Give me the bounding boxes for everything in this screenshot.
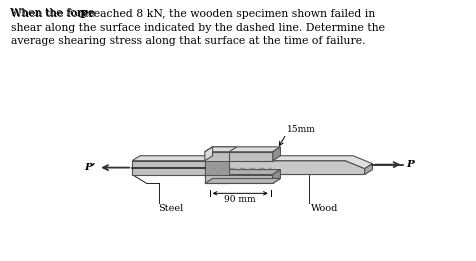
Polygon shape <box>132 161 204 175</box>
Polygon shape <box>272 147 280 161</box>
Polygon shape <box>204 147 212 161</box>
Text: reached 8 kN, the wooden specimen shown failed in: reached 8 kN, the wooden specimen shown … <box>85 9 375 19</box>
Polygon shape <box>204 152 228 183</box>
Text: P: P <box>406 160 413 169</box>
Polygon shape <box>204 175 272 183</box>
Polygon shape <box>204 152 272 161</box>
Text: 15mm: 15mm <box>287 125 316 134</box>
Polygon shape <box>204 161 228 175</box>
Text: P: P <box>79 9 88 20</box>
Text: Steel: Steel <box>158 204 183 213</box>
Polygon shape <box>204 147 236 152</box>
Polygon shape <box>272 170 280 183</box>
Polygon shape <box>204 179 280 183</box>
Text: When the force: When the force <box>11 9 99 19</box>
Polygon shape <box>132 156 212 161</box>
Text: 90 mm: 90 mm <box>224 195 256 204</box>
Polygon shape <box>209 156 372 169</box>
Text: Wood: Wood <box>311 204 338 213</box>
Text: P’: P’ <box>84 163 95 172</box>
Polygon shape <box>204 170 280 175</box>
Text: shear along the surface indicated by the dashed line. Determine the: shear along the surface indicated by the… <box>11 23 384 33</box>
Text: average shearing stress along that surface at the time of failure.: average shearing stress along that surfa… <box>11 36 365 46</box>
Polygon shape <box>364 164 372 175</box>
Polygon shape <box>209 161 364 175</box>
Polygon shape <box>204 147 280 152</box>
Text: When the force: When the force <box>10 8 98 18</box>
